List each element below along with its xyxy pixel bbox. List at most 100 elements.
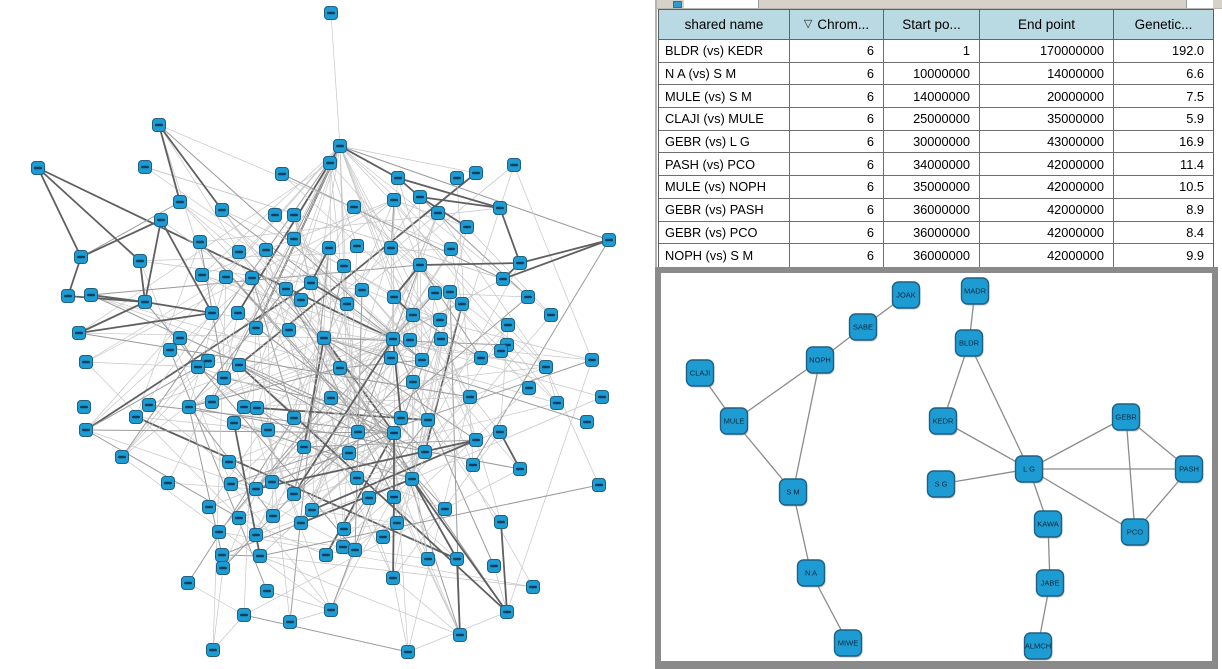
network-node[interactable] <box>406 375 420 389</box>
table-cell[interactable]: 170000000 <box>980 40 1114 62</box>
table-cell[interactable]: MULE (vs) S M <box>659 85 790 108</box>
network-node[interactable] <box>287 232 301 246</box>
network-node[interactable] <box>249 528 263 542</box>
network-node[interactable] <box>232 245 246 259</box>
network-node[interactable] <box>84 288 98 302</box>
network-node[interactable] <box>142 398 156 412</box>
network-node[interactable] <box>469 166 483 180</box>
table-cell[interactable]: 35000000 <box>980 108 1114 130</box>
network-node[interactable] <box>250 401 264 415</box>
network-node[interactable] <box>350 471 364 485</box>
network-node[interactable] <box>173 331 187 345</box>
table-cell[interactable]: 7.5 <box>1186 88 1204 104</box>
network-node[interactable] <box>195 268 209 282</box>
network-node[interactable] <box>384 351 398 365</box>
network-node[interactable] <box>173 195 187 209</box>
network-node[interactable] <box>405 472 419 486</box>
network-node[interactable] <box>544 308 558 322</box>
network-node-bldr[interactable]: BLDR <box>954 329 984 358</box>
network-node[interactable] <box>129 410 143 424</box>
table-cell[interactable]: 10000000 <box>884 62 980 85</box>
table-cell[interactable]: NOPH (vs) S M <box>659 244 790 267</box>
network-node[interactable] <box>217 371 231 385</box>
network-node[interactable] <box>494 344 508 358</box>
network-node[interactable] <box>72 326 86 340</box>
network-node[interactable] <box>494 515 508 529</box>
subnetwork-canvas[interactable]: JOAK MADR SABE BLDR NOPH CLAJI MULE KEDR GEBR L G… <box>661 273 1212 661</box>
network-node-joak[interactable]: JOAK <box>891 281 921 310</box>
network-node[interactable] <box>181 576 195 590</box>
network-node[interactable] <box>401 645 415 659</box>
network-node-l-g[interactable]: L G <box>1014 455 1044 484</box>
network-node[interactable] <box>227 416 241 430</box>
network-node[interactable] <box>474 351 488 365</box>
network-node[interactable] <box>460 220 474 234</box>
table-row[interactable]: N A (vs) S M 6 10000000 14000000 6.6 <box>659 62 1213 86</box>
network-node[interactable] <box>421 552 435 566</box>
table-cell[interactable]: N A (vs) S M <box>659 62 790 85</box>
network-node[interactable] <box>77 400 91 414</box>
network-node[interactable] <box>450 171 464 185</box>
network-node[interactable] <box>387 290 401 304</box>
network-node-s-g[interactable]: S G <box>926 470 956 499</box>
network-node[interactable] <box>206 643 220 657</box>
filter-icon[interactable]: ▽ <box>803 18 813 30</box>
network-node[interactable] <box>496 272 510 286</box>
network-node[interactable] <box>232 358 246 372</box>
network-node[interactable] <box>297 440 311 454</box>
network-node[interactable] <box>466 458 480 472</box>
table-cell[interactable]: 5.9 <box>1186 111 1204 127</box>
table-cell[interactable]: 9.9 <box>1186 248 1204 264</box>
network-node-jabe[interactable]: JABE <box>1035 569 1065 598</box>
table-cell[interactable]: 6 <box>790 85 884 108</box>
network-node[interactable] <box>115 450 129 464</box>
network-node[interactable] <box>163 343 177 357</box>
table-cell[interactable]: GEBR (vs) PCO <box>659 221 790 244</box>
network-node[interactable] <box>161 476 175 490</box>
network-node[interactable] <box>324 391 338 405</box>
network-node[interactable] <box>493 425 507 439</box>
network-node[interactable] <box>386 571 400 585</box>
network-node[interactable] <box>501 318 515 332</box>
network-node[interactable] <box>384 241 398 255</box>
network-node[interactable] <box>443 285 457 299</box>
table-cell[interactable]: 6 <box>790 176 884 198</box>
network-node[interactable] <box>79 355 93 369</box>
table-cell[interactable]: 42000000 <box>980 244 1114 267</box>
column-header-shared-name[interactable]: shared name <box>659 10 790 39</box>
network-node-kawa[interactable]: KAWA <box>1033 510 1063 539</box>
network-node-mule[interactable]: MULE <box>719 407 749 436</box>
network-node-s-m[interactable]: S M <box>778 478 808 507</box>
network-node-almch[interactable]: ALMCH <box>1023 632 1053 661</box>
network-node[interactable] <box>215 203 229 217</box>
network-node[interactable] <box>513 462 527 476</box>
table-cell[interactable]: GEBR (vs) PASH <box>659 198 790 221</box>
network-node[interactable] <box>362 491 376 505</box>
table-cell[interactable]: 6 <box>790 130 884 153</box>
network-node[interactable] <box>232 511 246 525</box>
network-node[interactable] <box>324 6 338 20</box>
network-node[interactable] <box>350 239 364 253</box>
table-cell[interactable]: 192.0 <box>1171 43 1204 59</box>
network-node[interactable] <box>61 289 75 303</box>
network-node[interactable] <box>319 548 333 562</box>
network-node[interactable] <box>444 242 458 256</box>
network-node[interactable] <box>340 297 354 311</box>
network-node[interactable] <box>493 201 507 215</box>
table-cell[interactable]: MULE (vs) NOPH <box>659 176 790 198</box>
network-node[interactable] <box>287 208 301 222</box>
network-node[interactable] <box>154 213 168 227</box>
network-node[interactable] <box>205 306 219 320</box>
network-node[interactable] <box>249 321 263 335</box>
network-node[interactable] <box>268 208 282 222</box>
network-node-pash[interactable]: PASH <box>1174 455 1204 484</box>
network-node[interactable] <box>237 608 251 622</box>
table-cell[interactable]: 42000000 <box>980 176 1114 198</box>
network-node[interactable] <box>31 161 45 175</box>
table-row[interactable]: GEBR (vs) PCO 6 36000000 42000000 8.4 <box>659 221 1213 245</box>
network-node[interactable] <box>415 353 429 367</box>
table-cell[interactable]: 14000000 <box>884 85 980 108</box>
network-node-gebr[interactable]: GEBR <box>1111 403 1141 432</box>
network-node[interactable] <box>434 332 448 346</box>
table-row[interactable]: NOPH (vs) S M 6 36000000 42000000 9.9 <box>659 244 1213 267</box>
